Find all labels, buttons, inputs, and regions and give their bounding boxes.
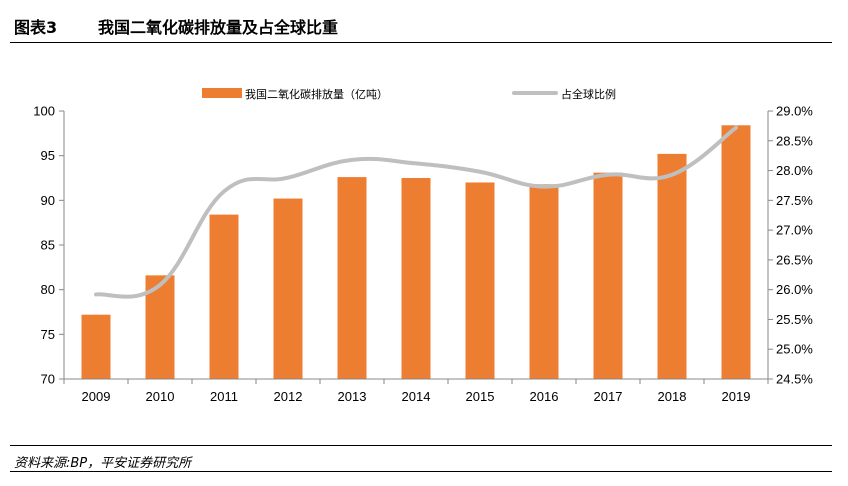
bar-2014 bbox=[401, 178, 431, 379]
x-tick-label: 2014 bbox=[402, 389, 431, 404]
bar-2017 bbox=[593, 172, 623, 379]
line-series-share bbox=[94, 125, 738, 299]
y-right-tick-label: 26.5% bbox=[776, 252, 813, 267]
y-left-tick-label: 90 bbox=[41, 193, 55, 208]
source-note: 资料来源:BP，平安证券研究所 bbox=[14, 456, 192, 471]
x-tick-label: 2012 bbox=[274, 389, 303, 404]
x-tick-label: 2018 bbox=[658, 389, 687, 404]
x-tick-label: 2010 bbox=[146, 389, 175, 404]
y-left-tick-label: 80 bbox=[41, 282, 55, 297]
title-rule bbox=[10, 42, 832, 43]
figure-title: 图表3 我国二氧化碳排放量及占全球比重 bbox=[14, 14, 338, 38]
bar-2011 bbox=[209, 214, 239, 379]
axes: 70 75 80 85 90 95 100 24.5% 25.0% 25.5% 26.0% 26.5%… bbox=[33, 104, 813, 405]
y-right-tick-label: 28.5% bbox=[776, 133, 813, 148]
y-left-tick-label: 70 bbox=[41, 372, 55, 387]
bar-2015 bbox=[465, 182, 495, 379]
x-tick-label: 2009 bbox=[82, 389, 111, 404]
x-tick-label: 2019 bbox=[722, 389, 751, 404]
y-right-tick-label: 25.5% bbox=[776, 312, 813, 327]
y-left-tick-label: 85 bbox=[41, 238, 55, 253]
legend-label-bar: 我国二氧化碳排放量（亿吨） bbox=[245, 87, 388, 101]
x-tick-label: 2015 bbox=[466, 389, 495, 404]
figure-title-text: 我国二氧化碳排放量及占全球比重 bbox=[98, 18, 339, 37]
y-left-tick-label: 100 bbox=[33, 104, 55, 119]
legend-label-line: 占全球比例 bbox=[561, 87, 616, 101]
y-right-tick-label: 24.5% bbox=[776, 372, 813, 387]
bar-2018 bbox=[657, 153, 687, 379]
y-right-tick-label: 25.0% bbox=[776, 342, 813, 357]
x-tick-label: 2016 bbox=[530, 389, 559, 404]
y-right-tick-label: 27.5% bbox=[776, 193, 813, 208]
bar-series bbox=[81, 125, 751, 379]
y-right-tick-label: 27.0% bbox=[776, 223, 813, 238]
x-tick-label: 2011 bbox=[210, 389, 238, 404]
y-right-tick-label: 28.0% bbox=[776, 163, 813, 178]
bar-2012 bbox=[273, 198, 303, 379]
figure-number: 图表3 bbox=[14, 18, 58, 37]
x-tick-label: 2017 bbox=[594, 389, 623, 404]
legend-swatch-bar bbox=[202, 88, 242, 98]
y-left-tick-label: 95 bbox=[41, 148, 55, 163]
legend: 我国二氧化碳排放量（亿吨） 占全球比例 bbox=[202, 87, 616, 101]
source-rule-top bbox=[10, 445, 832, 446]
bar-2013 bbox=[337, 177, 367, 379]
bar-2016 bbox=[529, 184, 559, 379]
bar-2009 bbox=[81, 314, 111, 379]
y-right-tick-label: 26.0% bbox=[776, 282, 813, 297]
source-rule-bottom bbox=[10, 471, 832, 472]
y-right-tick-label: 29.0% bbox=[776, 104, 813, 119]
bar-2019 bbox=[721, 125, 751, 379]
y-left-tick-label: 75 bbox=[41, 327, 55, 342]
x-tick-label: 2013 bbox=[338, 389, 367, 404]
